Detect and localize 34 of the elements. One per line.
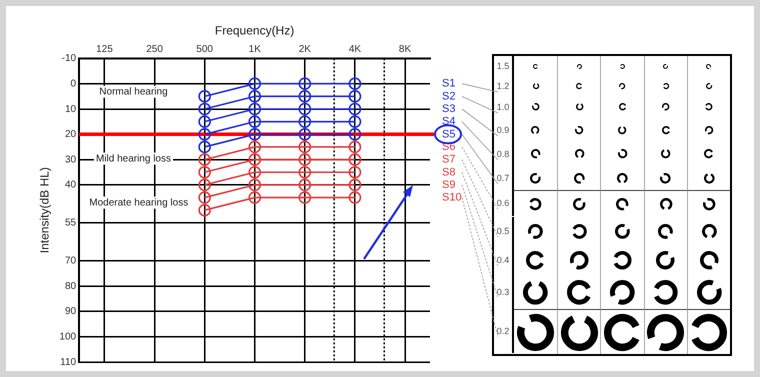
y-tick-label: 0 [70,78,77,90]
y-tick-label: 10 [64,104,77,115]
text: S2 [442,90,456,102]
x-tick-label: 500 [196,44,214,56]
y-tick-label: 40 [64,180,77,191]
text: S10 [442,192,462,204]
y-tick-label: 30 [64,154,77,166]
chart-title: Frequency(Hz) [214,24,294,38]
text: S1 [442,78,456,90]
y-tick-label: 90 [64,306,77,318]
x-tick-label: 4K [348,44,362,56]
y-axis-title: Intensity(dB HL) [38,167,52,254]
x-tick-label: 8K [398,44,412,56]
annotation: Normal hearing [99,86,168,98]
y-tick-label: 55 [64,218,77,229]
x-tick-label: 2K [298,44,312,56]
acuity-table: 1.5 1.2 1.0 0.9 0.8 0.7 0.6 0.5 0.4 0.3 0.2 [492,54,732,356]
annotation: Moderate hearing loss [89,197,188,208]
x-tick-label: 250 [146,44,164,56]
y-tick-label: 80 [64,280,77,292]
y-tick-label: 100 [59,331,77,342]
y-tick-label: 110 [60,356,77,368]
text: S3 [442,103,456,116]
x-tick-label: 1K [248,44,262,56]
annotation: Mild hearing loss [96,153,171,164]
text: S4 [442,116,456,128]
text: S8 [442,166,456,178]
x-tick-label: 125 [96,44,114,56]
text: S5 [442,128,456,140]
text: S7 [442,154,456,166]
y-tick-label: 20 [64,129,77,140]
text: S9 [442,178,456,191]
y-tick-label: -10 [62,53,77,64]
y-tick-label: 70 [64,256,77,267]
